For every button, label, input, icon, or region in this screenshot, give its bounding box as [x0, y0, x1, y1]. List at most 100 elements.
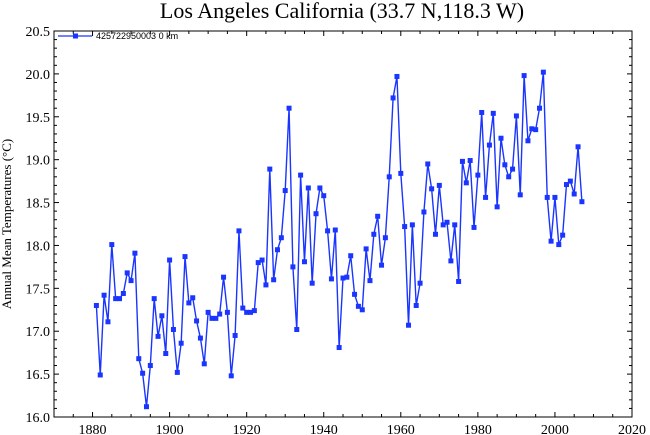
data-point — [143, 404, 149, 410]
data-point — [298, 172, 304, 178]
data-point — [425, 161, 431, 167]
data-point — [109, 242, 115, 248]
data-point — [178, 340, 184, 346]
data-point — [367, 278, 373, 284]
x-tick-label: 1880 — [79, 423, 107, 435]
x-tick-label: 2000 — [541, 423, 569, 435]
data-point — [556, 242, 562, 248]
data-point — [467, 158, 473, 164]
data-point — [301, 259, 307, 265]
data-point — [510, 166, 516, 172]
x-tick-label: 1960 — [387, 423, 415, 435]
y-tick-label: 17.0 — [26, 325, 51, 340]
y-tick-label: 20.5 — [26, 25, 51, 40]
data-point — [305, 185, 311, 191]
x-tick-label: 1920 — [233, 423, 261, 435]
data-point — [228, 373, 234, 379]
x-tick-label: 2020 — [618, 423, 646, 435]
data-point — [375, 213, 381, 219]
data-point — [309, 280, 315, 286]
data-point — [217, 311, 223, 317]
data-point — [136, 356, 142, 362]
data-point — [221, 274, 227, 280]
data-point — [456, 278, 462, 284]
data-point — [255, 260, 261, 266]
data-point — [525, 138, 531, 144]
data-point — [167, 257, 173, 263]
y-tick-label: 18.0 — [26, 239, 51, 254]
data-point — [537, 105, 543, 111]
data-point — [529, 126, 535, 132]
data-point — [432, 231, 438, 237]
data-point — [352, 291, 358, 297]
data-point — [336, 345, 342, 351]
data-point — [328, 276, 334, 282]
data-point — [483, 194, 489, 200]
data-point — [517, 192, 523, 198]
y-axis-label: Annual Mean Temperatures (°C) — [0, 139, 14, 309]
data-point — [402, 224, 408, 230]
y-tick-label: 19.0 — [26, 154, 51, 169]
data-point — [475, 172, 481, 178]
data-point — [579, 199, 585, 205]
data-point — [548, 238, 554, 244]
data-point — [513, 113, 519, 119]
data-point — [479, 109, 485, 115]
y-tick-label: 18.5 — [26, 197, 51, 212]
data-point — [132, 250, 138, 256]
data-point — [140, 370, 146, 376]
data-point — [533, 127, 539, 133]
data-point — [155, 333, 161, 339]
data-point — [93, 302, 99, 308]
data-point — [452, 222, 458, 228]
legend: 425722950003 0 km — [58, 31, 178, 41]
data-point — [267, 166, 273, 172]
data-point — [128, 278, 134, 284]
data-point — [271, 277, 277, 283]
data-point — [317, 185, 323, 191]
data-point — [190, 295, 196, 301]
y-tick-label: 19.5 — [26, 111, 51, 126]
data-point — [406, 322, 412, 328]
data-point — [274, 247, 280, 253]
data-point — [417, 280, 423, 286]
data-point — [429, 186, 435, 192]
data-point — [386, 174, 392, 180]
data-point — [506, 174, 512, 180]
data-point — [232, 333, 238, 339]
data-point — [359, 307, 365, 313]
data-point — [194, 318, 200, 324]
data-point — [390, 95, 396, 101]
data-point — [224, 309, 230, 315]
data-point — [540, 69, 546, 75]
data-point — [213, 315, 219, 321]
data-point — [163, 351, 169, 357]
data-point — [563, 182, 569, 188]
x-tick-label: 1980 — [464, 423, 492, 435]
data-point — [471, 224, 477, 230]
data-point — [486, 142, 492, 148]
data-point — [263, 282, 269, 288]
data-point — [459, 158, 465, 164]
data-point — [409, 222, 415, 228]
data-point — [105, 319, 111, 325]
data-point — [340, 275, 346, 281]
series-line — [95, 71, 583, 408]
data-point — [571, 191, 577, 197]
data-point — [560, 232, 566, 238]
x-tick-label: 1900 — [156, 423, 184, 435]
legend-marker — [73, 33, 78, 39]
data-point — [240, 305, 246, 311]
data-point — [444, 219, 450, 225]
data-point — [117, 296, 123, 302]
data-point — [251, 308, 257, 314]
data-point — [248, 309, 254, 315]
y-tick-label: 20.0 — [26, 68, 51, 83]
data-point — [209, 315, 215, 321]
data-point — [436, 182, 442, 188]
data-point — [124, 270, 130, 276]
data-point — [244, 309, 250, 315]
data-point — [494, 204, 500, 210]
data-point — [147, 363, 153, 369]
